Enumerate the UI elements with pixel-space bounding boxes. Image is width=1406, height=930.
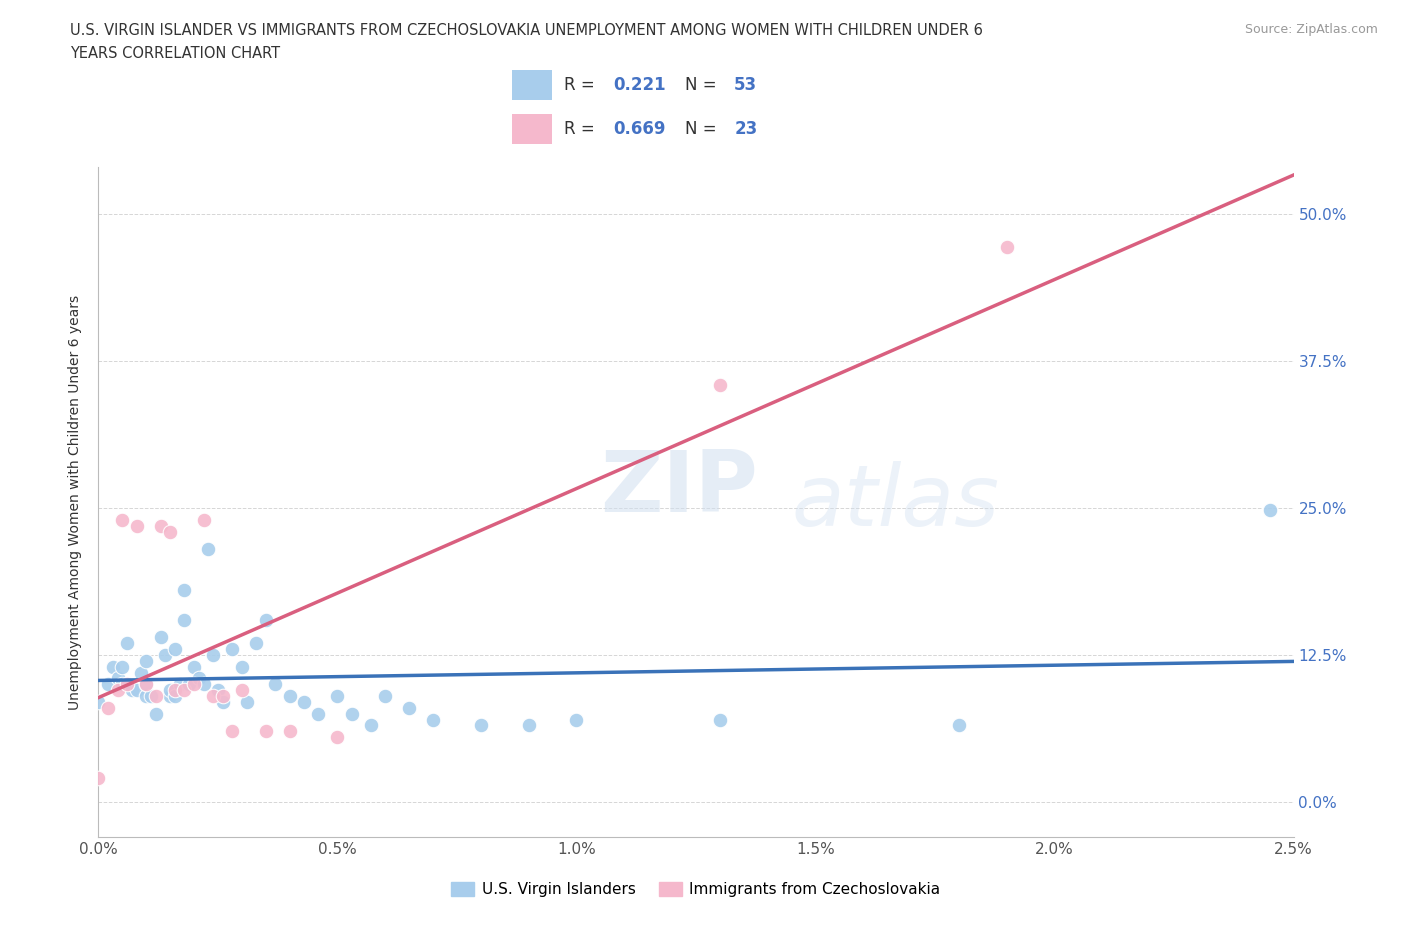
Point <box>264 677 287 692</box>
Point <box>197 542 219 557</box>
Point <box>169 677 191 692</box>
Text: R =: R = <box>564 75 600 94</box>
Point <box>254 612 277 627</box>
Point <box>111 677 134 692</box>
Point <box>948 718 970 733</box>
Point <box>245 636 267 651</box>
Point <box>173 612 195 627</box>
Point <box>307 706 329 721</box>
Point <box>135 677 157 692</box>
Point <box>278 688 301 703</box>
Point <box>517 718 540 733</box>
Point <box>139 688 162 703</box>
Point <box>173 683 195 698</box>
Point <box>235 695 257 710</box>
Text: R =: R = <box>564 120 600 139</box>
Point <box>101 659 124 674</box>
Point <box>360 718 382 733</box>
Point <box>292 695 315 710</box>
Point <box>111 659 134 674</box>
Text: 23: 23 <box>734 120 758 139</box>
Point <box>221 642 243 657</box>
Point <box>374 688 396 703</box>
Point <box>107 671 129 685</box>
Point <box>145 706 167 721</box>
Text: Source: ZipAtlas.com: Source: ZipAtlas.com <box>1244 23 1378 36</box>
Text: atlas: atlas <box>792 460 1000 544</box>
Point <box>995 240 1018 255</box>
Point <box>211 695 233 710</box>
Text: 53: 53 <box>734 75 758 94</box>
Y-axis label: Unemployment Among Women with Children Under 6 years: Unemployment Among Women with Children U… <box>67 295 82 710</box>
Point <box>159 688 181 703</box>
Point <box>470 718 492 733</box>
Point <box>159 683 181 698</box>
Point <box>87 695 110 710</box>
Point <box>326 688 349 703</box>
Point <box>183 677 205 692</box>
Point <box>97 677 120 692</box>
Point <box>163 683 186 698</box>
Point <box>193 512 215 527</box>
Point <box>565 712 588 727</box>
Point <box>135 654 157 669</box>
Point <box>278 724 301 738</box>
Point <box>221 724 243 738</box>
Point <box>202 688 225 703</box>
Point <box>163 642 186 657</box>
Point <box>155 647 177 662</box>
Point <box>207 683 229 698</box>
Text: 0.669: 0.669 <box>613 120 666 139</box>
Text: YEARS CORRELATION CHART: YEARS CORRELATION CHART <box>70 46 280 61</box>
Point <box>183 659 205 674</box>
Point <box>398 700 420 715</box>
Point <box>187 671 209 685</box>
Point <box>149 630 172 644</box>
Point <box>326 730 349 745</box>
Point <box>231 683 253 698</box>
Point <box>211 688 233 703</box>
Text: U.S. VIRGIN ISLANDER VS IMMIGRANTS FROM CZECHOSLOVAKIA UNEMPLOYMENT AMONG WOMEN : U.S. VIRGIN ISLANDER VS IMMIGRANTS FROM … <box>70 23 983 38</box>
Point <box>115 677 138 692</box>
Point <box>97 700 120 715</box>
Point <box>1258 503 1281 518</box>
Point <box>254 724 277 738</box>
Point <box>709 712 731 727</box>
Text: ZIP: ZIP <box>600 447 758 530</box>
Point <box>121 683 143 698</box>
Point <box>422 712 444 727</box>
Point <box>340 706 363 721</box>
Point <box>173 583 195 598</box>
Point <box>202 647 225 662</box>
Point <box>107 683 129 698</box>
Text: N =: N = <box>685 120 721 139</box>
Point <box>87 771 110 786</box>
Point <box>179 677 201 692</box>
Point <box>231 659 253 674</box>
Point <box>125 518 148 533</box>
Point <box>193 677 215 692</box>
Point <box>111 512 134 527</box>
Point <box>131 665 153 680</box>
FancyBboxPatch shape <box>512 114 551 144</box>
Point <box>135 688 157 703</box>
Point <box>145 688 167 703</box>
FancyBboxPatch shape <box>512 70 551 100</box>
Point <box>125 683 148 698</box>
Text: 0.221: 0.221 <box>613 75 666 94</box>
Point <box>163 688 186 703</box>
Point <box>149 518 172 533</box>
Point <box>709 378 731 392</box>
Text: N =: N = <box>685 75 721 94</box>
Point <box>135 677 157 692</box>
Legend: U.S. Virgin Islanders, Immigrants from Czechoslovakia: U.S. Virgin Islanders, Immigrants from C… <box>446 876 946 903</box>
Point <box>115 636 138 651</box>
Point <box>159 525 181 539</box>
